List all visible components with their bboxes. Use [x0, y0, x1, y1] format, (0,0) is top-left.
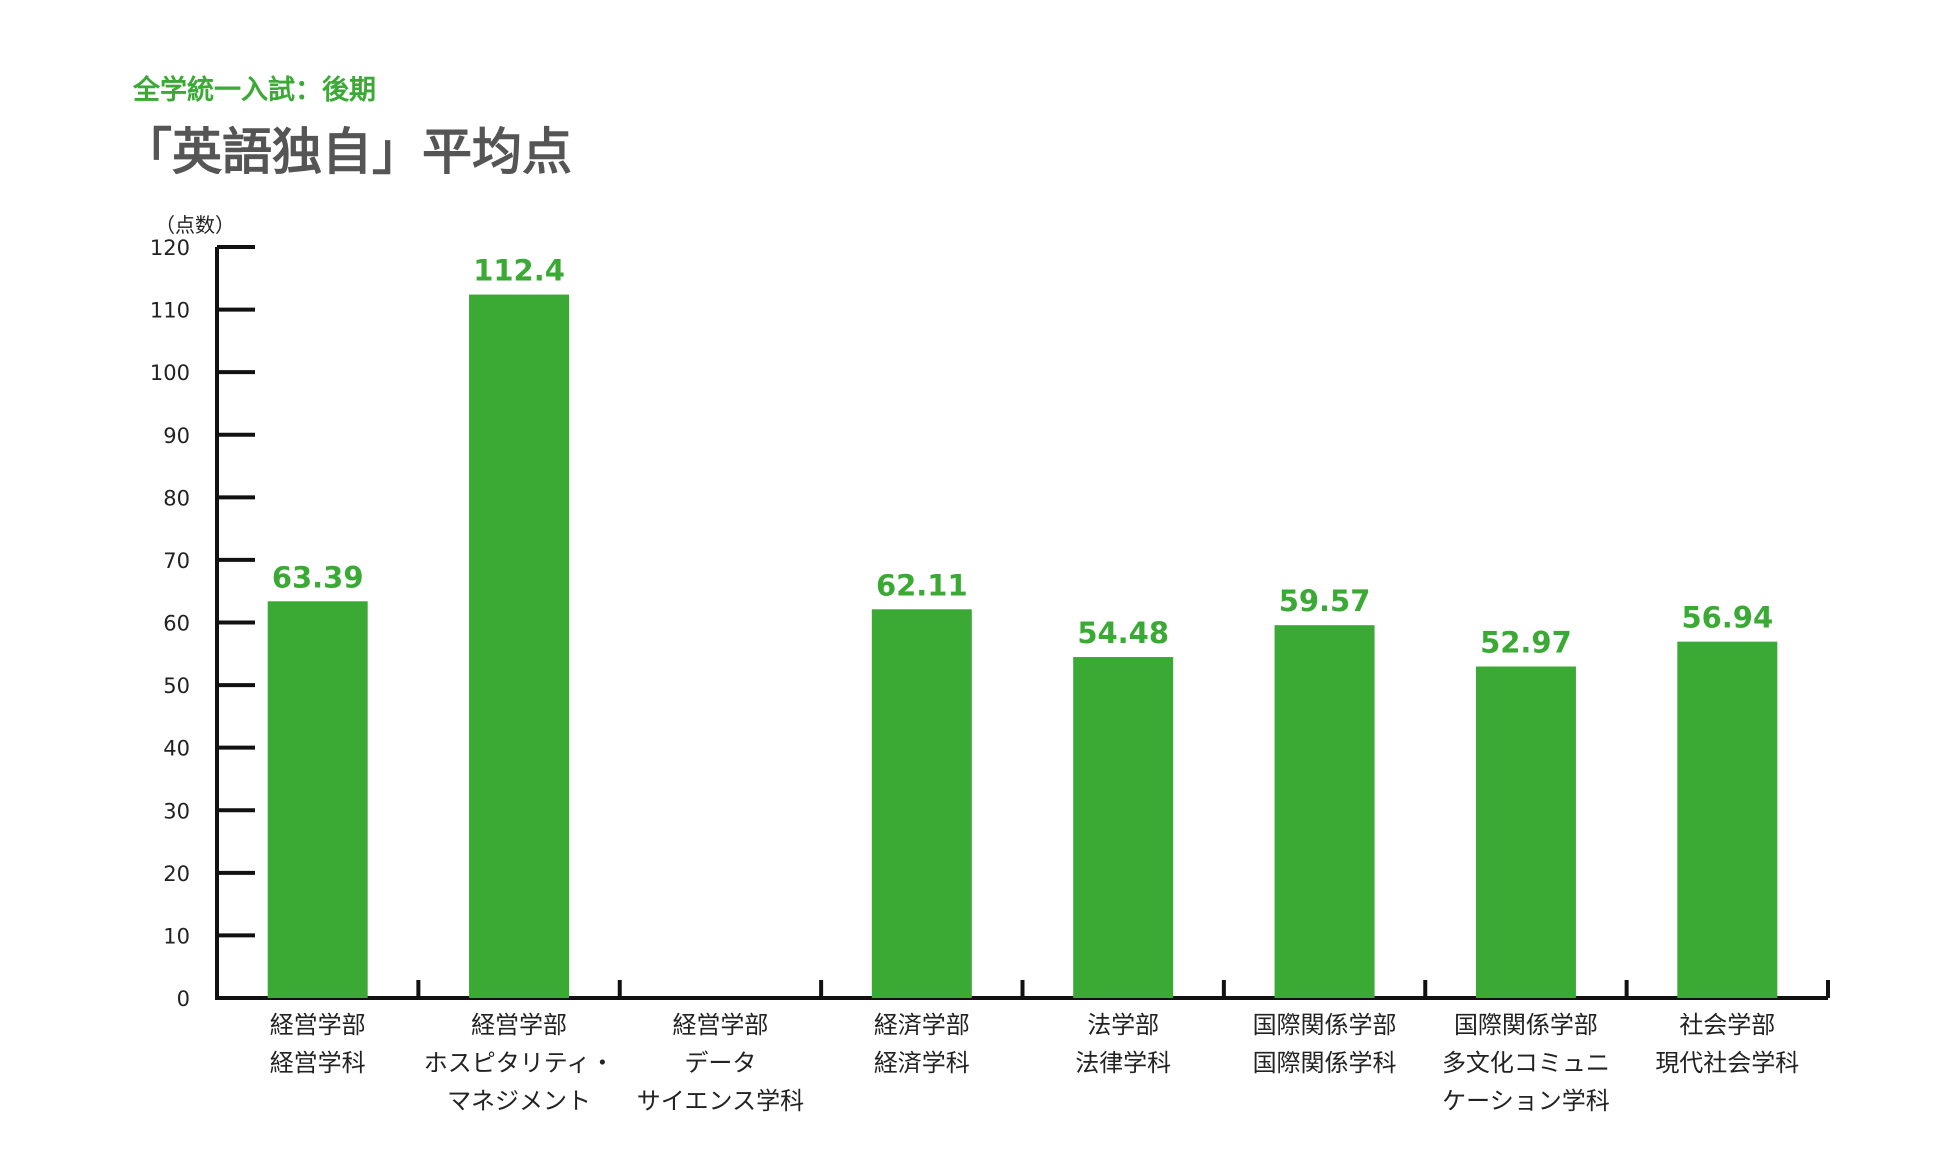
x-tick-label: 経済学科	[874, 1049, 970, 1077]
bar	[1475, 666, 1576, 998]
y-tick-label: 40	[163, 737, 190, 761]
x-tick-label: 経済学部	[874, 1011, 970, 1039]
x-tick-label: マネジメント	[447, 1087, 591, 1115]
x-tick-label: 多文化コミュニ	[1442, 1049, 1610, 1077]
y-axis-label: （点数）	[155, 213, 235, 237]
y-tick-label: 120	[150, 236, 190, 260]
y-tick-label: 90	[163, 424, 190, 448]
x-tick-label: 国際関係学部	[1454, 1011, 1598, 1039]
y-tick-label: 60	[163, 612, 190, 636]
y-tick-label: 10	[163, 924, 190, 948]
bar	[1677, 641, 1778, 998]
bar	[267, 601, 368, 998]
x-tick-label: 社会学部	[1679, 1011, 1775, 1039]
data-label: 62.11	[876, 568, 968, 602]
x-tick-label: 法学部	[1087, 1011, 1159, 1039]
x-tick-label: サイエンス学科	[637, 1087, 804, 1115]
x-tick-label: データ	[684, 1049, 756, 1077]
y-tick-label: 20	[163, 862, 190, 886]
x-tick-label: ホスピタリティ・	[424, 1049, 615, 1077]
chart-title: 「英語独自」平均点	[122, 123, 572, 181]
x-tick-label: 経営学部	[471, 1011, 567, 1039]
y-tick-label: 0	[177, 987, 190, 1011]
y-tick-label: 30	[163, 799, 190, 823]
x-tick-label: 国際関係学部	[1253, 1011, 1397, 1039]
data-label: 56.94	[1681, 601, 1773, 635]
data-label: 54.48	[1077, 616, 1169, 650]
bar	[469, 294, 570, 998]
data-label: 59.57	[1279, 584, 1371, 618]
x-tick-label: 経営学科	[270, 1049, 366, 1077]
y-tick-label: 70	[163, 549, 190, 573]
y-tick-label: 50	[163, 674, 190, 698]
data-label: 112.4	[473, 254, 565, 288]
y-tick-label: 80	[163, 486, 190, 510]
chart-subtitle: 全学統一入試：後期	[133, 75, 376, 106]
bar	[871, 609, 972, 998]
data-label: 52.97	[1480, 625, 1572, 659]
x-tick-label: ケーション学科	[1442, 1087, 1610, 1115]
y-tick-label: 110	[150, 299, 190, 323]
bar	[1274, 625, 1375, 998]
x-tick-label: 国際関係学科	[1253, 1049, 1397, 1077]
x-tick-label: 法律学科	[1075, 1049, 1171, 1077]
data-label: 63.39	[272, 560, 364, 594]
x-tick-label: 経営学部	[270, 1011, 366, 1039]
x-tick-label: 現代社会学科	[1655, 1049, 1799, 1077]
y-tick-label: 100	[150, 361, 190, 385]
x-tick-label: 経営学部	[672, 1011, 768, 1039]
bar	[1073, 657, 1174, 998]
